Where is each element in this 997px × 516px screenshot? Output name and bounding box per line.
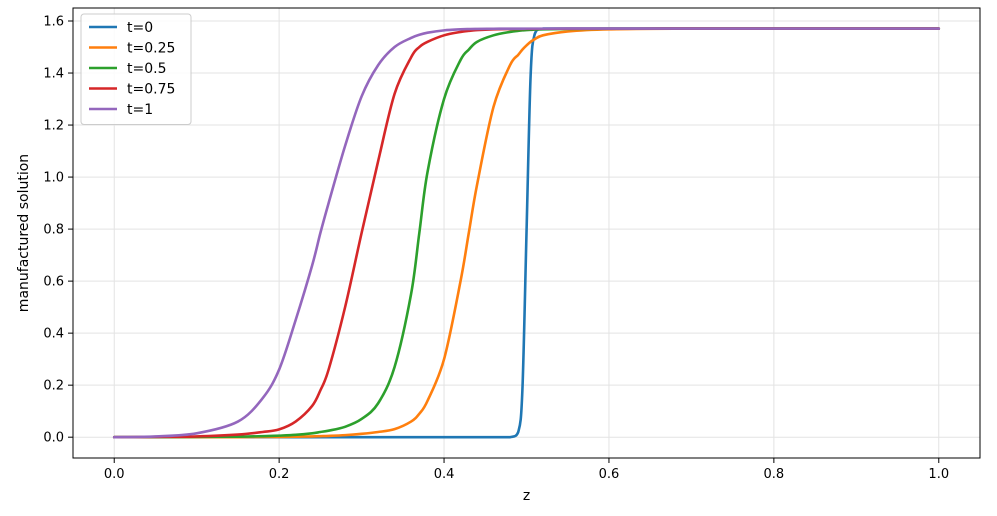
x-axis-label: z (523, 488, 530, 504)
series-line-1 (112, 27, 941, 439)
legend-label: t=1 (127, 102, 153, 118)
legend-label: t=0.75 (127, 82, 175, 98)
series-line-4 (112, 27, 941, 439)
y-tick-label: 0.2 (43, 379, 64, 394)
y-tick-label: 0.6 (43, 275, 64, 290)
y-tick-label: 1.6 (43, 15, 64, 30)
x-tick-label: 0.4 (434, 467, 455, 482)
y-tick-label: 1.2 (43, 119, 64, 134)
y-tick-label: 0.8 (43, 223, 64, 238)
y-tick-label: 1.0 (43, 171, 64, 186)
plot-frame (72, 7, 981, 459)
y-tick-label: 0.0 (43, 431, 64, 446)
x-tick-label: 0.2 (269, 467, 290, 482)
x-tick-label: 1.0 (928, 467, 949, 482)
ticks: 0.0 0.2 0.4 0.6 0.8 1.0 0.0 0.2 0.4 0.6 0.8 1.0 1.2 1… (43, 15, 949, 482)
y-tick-label: 1.4 (43, 67, 64, 82)
x-tick-label: 0.0 (104, 467, 125, 482)
y-tick-label: 0.4 (43, 327, 64, 342)
legend-label: t=0 (127, 20, 153, 36)
legend-label: t=0.5 (127, 61, 166, 77)
x-tick-label: 0.8 (764, 467, 785, 482)
y-axis-label: manufactured solution (16, 154, 32, 312)
legend: t=0 t=0.25 t=0.5 t=0.75 t=1 (80, 13, 192, 125)
plot-lines (112, 27, 941, 439)
x-tick-label: 0.6 (599, 467, 620, 482)
legend-box (80, 13, 192, 125)
legend-label: t=0.25 (127, 41, 175, 57)
